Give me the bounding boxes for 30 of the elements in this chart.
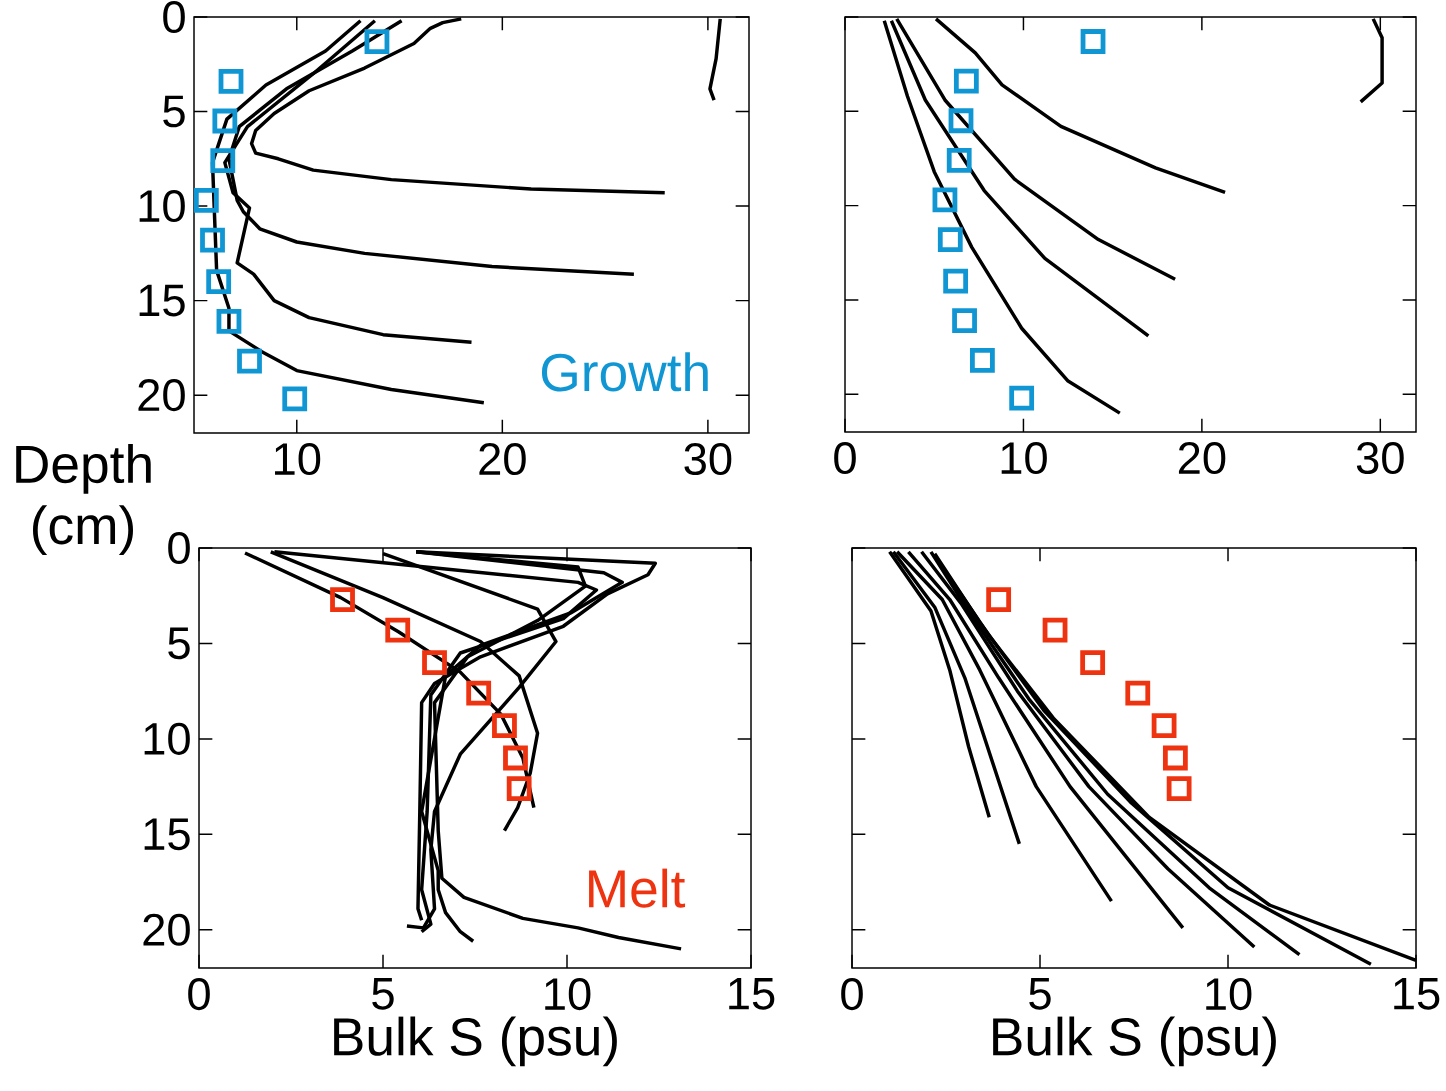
x-tick-label: 5 bbox=[372, 978, 394, 1010]
x-tick-label: 0 bbox=[188, 978, 210, 1011]
x-tick-label: 30 bbox=[684, 443, 732, 476]
x-tick-label: 10 bbox=[1001, 442, 1047, 475]
y-axis-title: Depth (cm) bbox=[16, 444, 151, 556]
y-tick-label: 15 bbox=[139, 284, 185, 317]
annotation: Growth bbox=[541, 352, 708, 392]
annotation: Melt bbox=[589, 868, 686, 908]
x-axis-title: Bulk S (psu) bbox=[993, 1016, 1276, 1067]
x-tick-label: 0 bbox=[834, 442, 856, 475]
y-tick-label: 5 bbox=[163, 95, 185, 128]
x-tick-label: 20 bbox=[479, 443, 526, 476]
x-tick-label: 20 bbox=[1178, 442, 1226, 475]
y-tick-label: 10 bbox=[139, 190, 185, 223]
x-tick-label: 10 bbox=[545, 978, 591, 1011]
y-tick-label: 0 bbox=[168, 531, 190, 565]
y-tick-label: 15 bbox=[144, 818, 190, 851]
y-tick-label: 20 bbox=[143, 913, 190, 946]
x-tick-label: 10 bbox=[275, 443, 321, 476]
x-tick-label: 15 bbox=[1394, 978, 1440, 1010]
y-tick-label: 0 bbox=[163, 0, 185, 34]
y-tick-label: 5 bbox=[168, 627, 190, 660]
x-tick-label: 0 bbox=[841, 978, 863, 1011]
y-tick-label: 10 bbox=[144, 722, 190, 755]
x-tick-label: 15 bbox=[729, 978, 775, 1010]
x-axis-title: Bulk S (psu) bbox=[334, 1016, 617, 1067]
x-tick-label: 30 bbox=[1356, 442, 1404, 475]
x-tick-label: 5 bbox=[1029, 978, 1051, 1010]
y-tick-label: 20 bbox=[138, 379, 185, 412]
x-tick-label: 10 bbox=[1206, 978, 1252, 1011]
